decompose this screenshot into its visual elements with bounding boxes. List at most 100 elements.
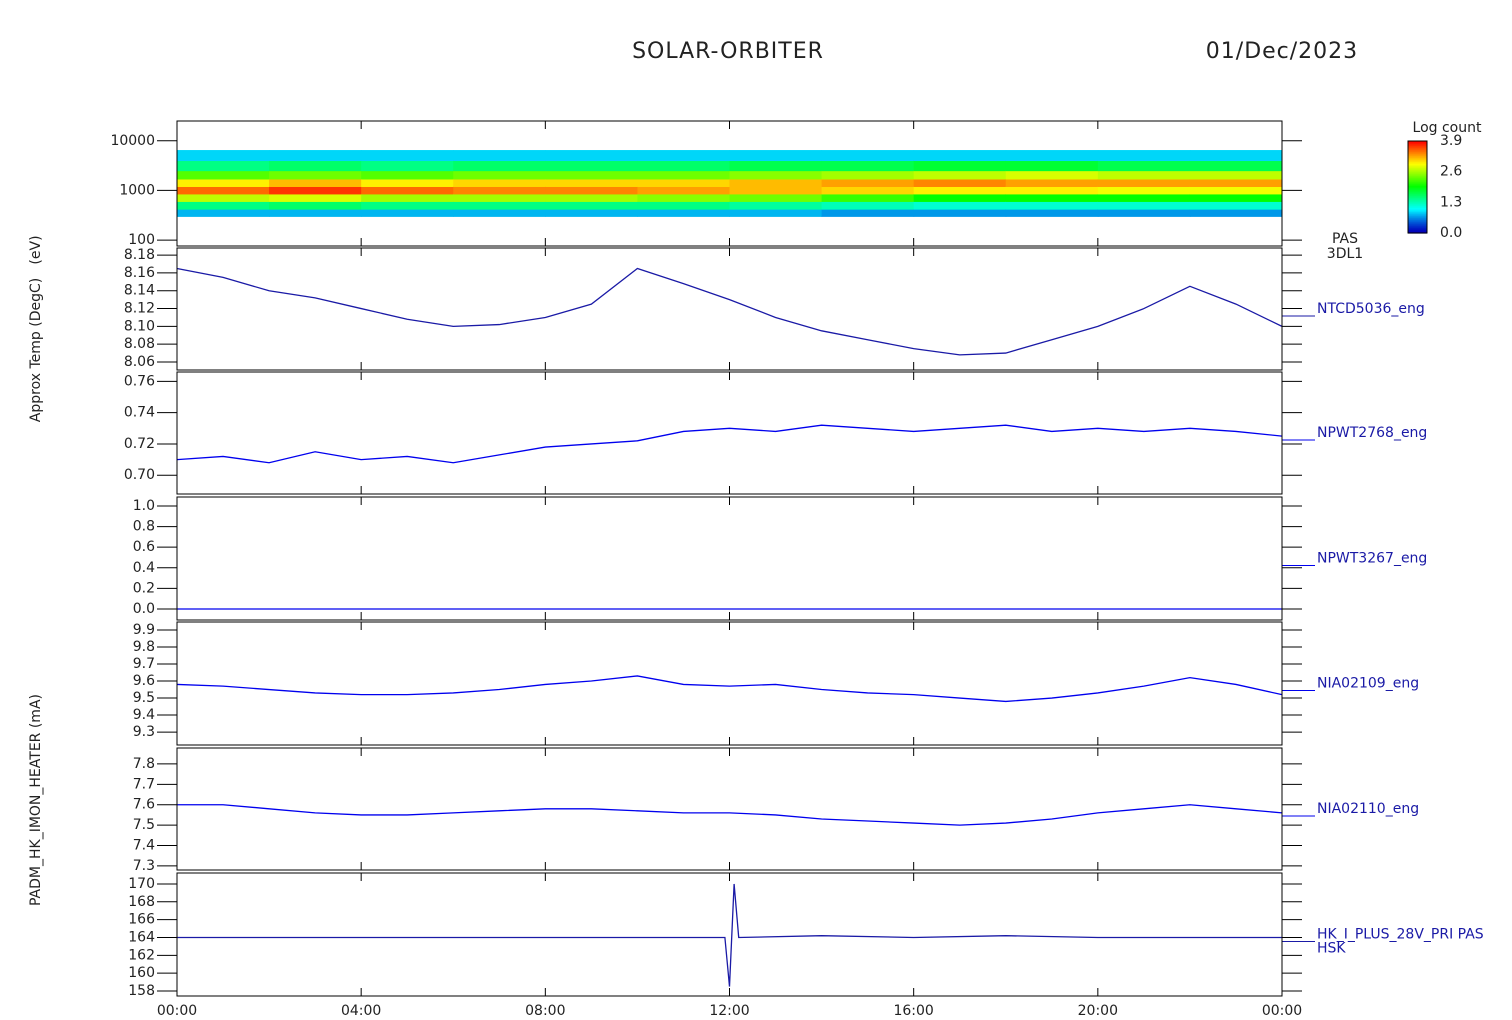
y-tick-label: 1.0 [133,498,155,514]
y-tick-label: 0.2 [133,580,155,596]
heatmap-cell [1005,170,1099,180]
heatmap-cell [177,150,270,162]
y-tick-label: 8.18 [124,247,155,263]
series-line [177,883,1282,987]
heatmap-cell [545,178,638,187]
heatmap-cell [545,193,638,202]
colorbar-step [1408,185,1427,188]
x-tick-label: 08:00 [525,1003,565,1019]
series-line [176,267,1283,356]
heatmap-cell [913,209,1007,217]
heatmap-cell [821,201,915,210]
y-tick-label: 8.08 [124,336,155,352]
y-tick-label: 166 [128,912,155,928]
heatmap-cell [269,209,362,217]
heatmap-cell [1189,201,1283,210]
panel-label: 3DL1 [1327,246,1363,262]
heatmap-cell [361,160,454,172]
panel-label: NIA02109_eng [1317,676,1419,692]
heatmap-cell [1097,150,1191,162]
heatmap-cell [821,178,915,187]
y-tick-label: 0.4 [133,560,155,576]
x-tick-label: 20:00 [1078,1003,1118,1019]
y-tick-label: 9.8 [133,639,155,655]
heatmap-cell [1005,160,1099,172]
x-tick-label: 04:00 [341,1003,381,1019]
heatmap-cell [177,170,270,180]
y-tick-label: 170 [128,876,155,892]
colorbar-step [1408,171,1427,174]
colorbar-step [1408,149,1427,152]
y-tick-label: 8.16 [124,265,155,281]
colorbar-step [1408,165,1427,168]
panel-frame [176,747,1283,871]
heatmap-cell [1097,178,1191,187]
heatmap-cell [913,170,1007,180]
colorbar-step [1408,221,1427,224]
colorbar-step [1408,167,1427,170]
colorbar-step [1408,197,1427,200]
y-axis-label: Approx Temp (DegC) [28,278,44,422]
y-tick-label: 7.8 [133,756,155,772]
colorbar-step [1408,155,1427,158]
x-tick-label: 16:00 [893,1003,933,1019]
heatmap-cell [361,193,454,202]
date: 01/Dec/2023 [1206,39,1358,64]
colorbar-step [1408,223,1427,226]
y-tick-label: 0.70 [124,467,155,483]
heatmap-cell [453,178,546,187]
colorbar-title: Log count [1413,120,1482,136]
heatmap-cell [1097,209,1191,217]
heatmap-cell [453,186,546,195]
heatmap-cell [1005,150,1099,162]
colorbar-step [1408,225,1427,228]
series-line [177,804,1283,826]
heatmap-cell [729,186,823,195]
heatmap-cell [453,150,546,162]
page-title: SOLAR-ORBITER [632,39,824,64]
colorbar-step [1408,211,1427,214]
colorbar-tick-label: 0.0 [1440,225,1462,241]
y-tick-label: 0.6 [133,539,155,555]
heatmap-cell [453,193,546,202]
heatmap-cell [545,209,638,217]
colorbar-step [1408,159,1427,162]
heatmap-cell [1097,193,1191,202]
y-axis-label: (eV) [28,235,44,264]
colorbar-step [1408,141,1427,144]
colorbar-step [1408,227,1427,230]
heatmap-cell [1005,178,1099,187]
colorbar-step [1408,175,1427,178]
heatmap-cell [821,170,915,180]
colorbar-tick-label: 1.3 [1440,194,1462,210]
colorbar-step [1408,143,1427,146]
y-tick-label: 168 [128,894,155,910]
colorbar-step [1408,189,1427,192]
heatmap-cell [821,150,915,162]
heatmap-cell [453,160,546,172]
x-tick-label: 12:00 [709,1003,749,1019]
y-tick-label: 160 [128,965,155,981]
heatmap-cell [637,193,730,202]
heatmap-cell [1005,186,1099,195]
panel-frame [176,371,1283,495]
heatmap-cell [1189,193,1283,202]
heatmap-cell [821,160,915,172]
panel-frame [176,621,1283,746]
y-tick-label: 8.06 [124,354,155,370]
y-tick-label: 9.9 [133,622,155,638]
heatmap-cell [729,209,823,217]
series-line [176,424,1283,464]
colorbar-step [1408,229,1427,232]
heatmap-cell [361,201,454,210]
heatmap-cell [269,150,362,162]
heatmap-cell [913,193,1007,202]
heatmap-cell [913,201,1007,210]
y-tick-label: 162 [128,947,155,963]
heatmap-cell [821,209,915,217]
y-tick-label: 8.14 [124,283,155,299]
y-tick-label: 1000 [119,182,155,198]
x-tick-label: 00:00 [1262,1003,1302,1019]
heatmap-cell [453,201,546,210]
